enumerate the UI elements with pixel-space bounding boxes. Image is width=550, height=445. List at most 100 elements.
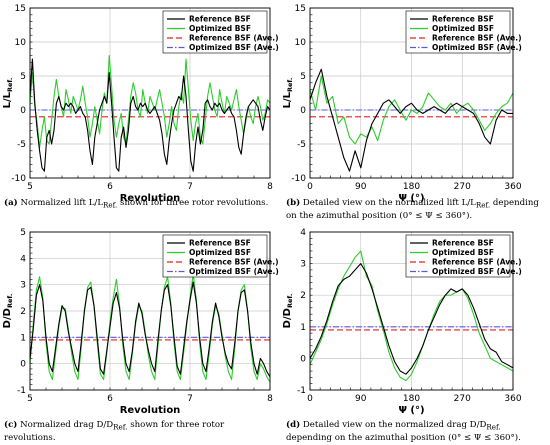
legend-label: Reference BSF (Ave.) <box>432 258 522 267</box>
caption-d-tag: (d) <box>286 420 301 430</box>
y-axis-label: D/DRef. <box>2 294 14 329</box>
reference-series-line <box>309 68 513 172</box>
x-tick-label: 180 <box>403 182 420 192</box>
legend-label: Reference BSF (Ave.) <box>189 258 279 267</box>
caption-b-sub: Ref. <box>475 200 491 210</box>
caption-c-rest: shown for three rotor revolutions. <box>4 420 225 443</box>
caption-a-tag: (a) <box>4 198 18 208</box>
caption-a-sub: Ref. <box>103 200 118 210</box>
legend-label: Optimized BSF (Ave.) <box>432 267 522 276</box>
x-tick-label: 7 <box>187 182 193 192</box>
x-tick-label: 0 <box>307 182 313 192</box>
reference-series-line <box>29 281 271 378</box>
y-tick-label: 10 <box>15 38 27 48</box>
y-axis-label-sub: Ref. <box>286 294 294 308</box>
y-axis-label-main: D/D <box>282 308 293 328</box>
caption-a-rest: shown for three rotor revolutions. <box>117 198 269 208</box>
x-tick-label: 270 <box>454 182 471 192</box>
optimized-series-line <box>29 55 271 148</box>
caption-a-text: Normalized lift L/L <box>20 198 104 208</box>
y-tick-label: 0 <box>20 106 26 116</box>
x-axis-label: Ψ (°) <box>398 193 424 204</box>
x-tick-label: 5 <box>27 394 33 404</box>
optimized-series-line <box>309 75 514 145</box>
plot-frame <box>29 7 271 179</box>
legend-label: Optimized BSF (Ave.) <box>432 43 522 52</box>
caption-d: (d) Detailed view on the normalized drag… <box>286 420 548 444</box>
reference-series-line <box>309 263 514 375</box>
plot-frame <box>29 231 271 391</box>
x-tick-label: 8 <box>267 182 273 192</box>
legend-label: Optimized BSF <box>189 248 251 257</box>
caption-d-rest: depending on the azimuthal position (0° … <box>286 432 521 443</box>
y-tick-label: 0 <box>300 106 306 116</box>
legend-label: Reference BSF <box>432 239 494 248</box>
plot-frame <box>309 7 514 179</box>
caption-d-text: Detailed view on the normalized drag D/D <box>302 420 487 430</box>
x-tick-label: 6 <box>107 394 113 404</box>
caption-c-sub: Ref. <box>113 422 128 432</box>
chart-b: 0 90 180 270 360 -10 -5 0 5 10 15 Ψ (°) L/LRef. Refer… <box>282 4 522 204</box>
caption-c-text: Normalized drag D/D <box>20 420 114 430</box>
chart-a: 5 6 7 8 -10 -5 0 5 10 15 Revolution L/LRef. Referenc… <box>2 4 279 204</box>
y-axis-label-sub: Ref. <box>6 294 14 308</box>
legend-box <box>405 10 511 54</box>
y-axis-label: L/LRef. <box>2 78 14 109</box>
y-tick-label: 1 <box>300 323 306 333</box>
reference-series-line <box>29 58 271 172</box>
y-tick-label: 15 <box>295 4 306 14</box>
x-axis-label: Ψ (°) <box>398 405 424 416</box>
caption-d-sub: Ref. <box>486 422 501 432</box>
y-tick-label: -10 <box>11 174 26 184</box>
y-tick-label: 2 <box>20 307 26 317</box>
caption-b: (b) Detailed view on the normalized lift… <box>286 198 548 222</box>
y-axis-label: D/DRef. <box>282 294 294 329</box>
caption-c: (c) Normalized drag D/DRef. shown for th… <box>4 420 269 444</box>
caption-b-text: Detailed view on the normalized lift L/L <box>302 198 476 208</box>
legend-label: Optimized BSF <box>189 24 251 33</box>
y-tick-label: -10 <box>291 174 306 184</box>
y-tick-label: 5 <box>300 72 306 82</box>
y-tick-label: -5 <box>297 140 306 150</box>
y-tick-label: 0 <box>20 360 26 370</box>
y-tick-label: 4 <box>300 228 306 238</box>
y-tick-label: 4 <box>20 254 26 264</box>
legend-box <box>162 234 268 278</box>
legend-label: Reference BSF (Ave.) <box>432 34 522 43</box>
plot-frame <box>309 231 514 391</box>
x-tick-label: 8 <box>267 394 273 404</box>
y-axis-label-main: D/D <box>2 308 13 328</box>
y-tick-label: 5 <box>20 72 26 82</box>
y-tick-label: 3 <box>20 281 26 291</box>
caption-c-tag: (c) <box>4 420 18 430</box>
y-tick-label: 2 <box>300 291 306 301</box>
y-axis-label: L/LRef. <box>282 78 294 109</box>
x-tick-label: 7 <box>187 394 193 404</box>
legend-label: Optimized BSF <box>432 248 494 257</box>
y-axis-label-main: L/L <box>2 91 13 108</box>
x-tick-label: 6 <box>107 182 113 192</box>
y-tick-label: 5 <box>20 228 26 238</box>
x-tick-label: 360 <box>504 394 521 404</box>
x-axis-label: Revolution <box>120 405 181 416</box>
caption-b-rest: depending on the azimuthal position (0° … <box>286 198 539 221</box>
legend-label: Optimized BSF (Ave.) <box>189 43 279 52</box>
y-tick-label: 0 <box>300 354 306 364</box>
y-tick-label: 3 <box>300 260 306 270</box>
x-tick-label: 360 <box>504 182 521 192</box>
x-tick-label: 180 <box>403 394 420 404</box>
legend-label: Reference BSF <box>189 239 251 248</box>
legend-label: Reference BSF (Ave.) <box>189 34 279 43</box>
x-tick-label: 90 <box>355 394 367 404</box>
x-tick-label: 5 <box>27 182 33 192</box>
legend-label: Reference BSF <box>432 15 494 24</box>
legend-box <box>405 234 511 278</box>
x-tick-label: 0 <box>307 394 313 404</box>
caption-a: (a) Normalized lift L/LRef. shown for th… <box>4 198 269 211</box>
